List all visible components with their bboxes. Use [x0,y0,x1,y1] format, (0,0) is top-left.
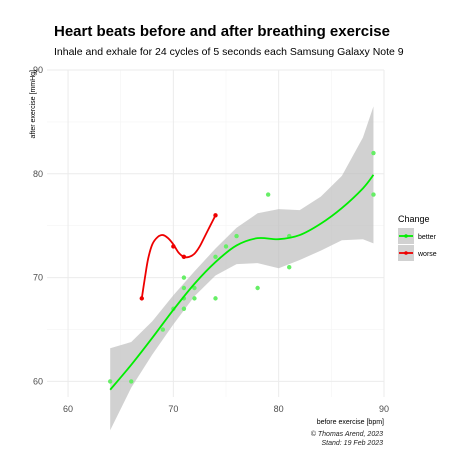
legend-key-point [404,234,408,238]
better-point [234,233,239,239]
worse-smooth-line [140,214,217,299]
caption-copyright: © Thomas Arend, 2023 [310,431,383,438]
x-tick-label: 80 [274,404,284,414]
better-point [371,150,376,156]
y-tick-label: 90 [33,65,43,75]
better-point [160,327,166,332]
x-axis-title: before exercise [bpm] [317,419,384,426]
legend-label-better: better [418,234,437,241]
better-point [213,296,218,301]
y-tick-label: 80 [33,169,43,179]
legend-title: Change [398,214,430,224]
chart-title: Heart beats before and after breathing e… [54,23,390,40]
better-point [129,379,134,384]
caption-date: Stand: 19 Feb 2023 [321,440,384,447]
better-point [287,265,292,270]
better-point [181,285,187,291]
better-point [223,244,229,249]
legend-label-worse: worse [417,251,437,258]
y-axis-title: after exercise [mmHg] [30,70,37,139]
chart-subtitle: Inhale and exhale for 24 cycles of 5 sec… [54,46,404,58]
x-tick-label: 70 [168,404,178,414]
better-point [181,275,187,280]
legend-key-point [404,251,408,255]
x-tick-label: 60 [63,404,73,414]
x-tick-label: 90 [379,404,389,414]
better-point [107,379,113,384]
axis-layer: 60 70 80 90 60 70 80 90 before exercise [bpm] aft… [30,65,389,426]
line-layer [109,174,375,391]
better-point [255,285,260,291]
legend-layer: Change better worse [398,214,437,261]
better-smooth-line [109,174,375,391]
better-point [265,192,271,197]
better-point [181,306,187,311]
grid-layer [47,69,385,397]
y-tick-label: 70 [33,273,43,283]
better-point [192,296,197,301]
better-point [192,285,197,291]
better-point [371,192,376,197]
y-tick-label: 60 [33,376,43,386]
better-point [213,254,218,260]
